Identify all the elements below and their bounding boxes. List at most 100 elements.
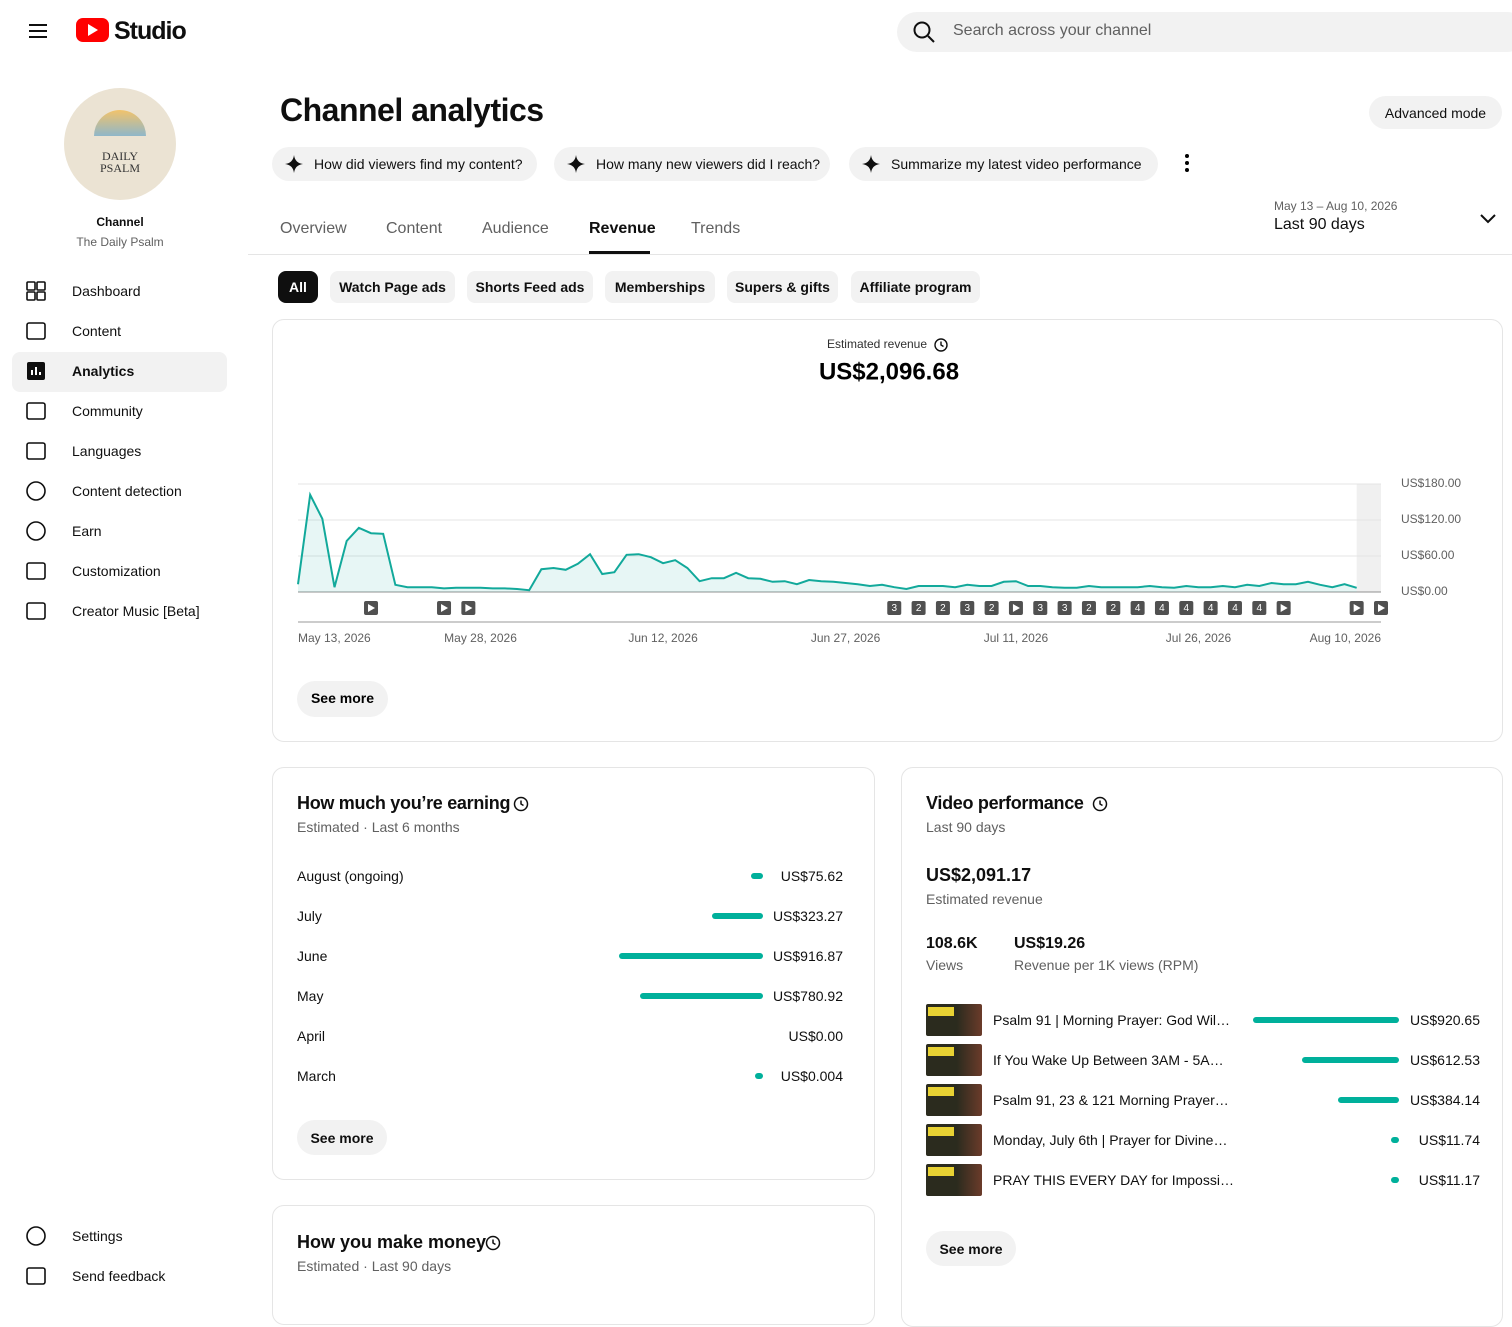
- menu-button[interactable]: [29, 24, 47, 38]
- search-placeholder[interactable]: Search across your channel: [953, 22, 1152, 39]
- tab[interactable]: Overview: [280, 220, 347, 237]
- upload-marker[interactable]: 3: [887, 601, 902, 615]
- suggestion-chip[interactable]: Summarize my latest video performance: [849, 147, 1158, 181]
- marker-box: [935, 601, 950, 615]
- period[interactable]: Last 90 days: [1274, 216, 1365, 233]
- upload-marker[interactable]: [461, 601, 476, 615]
- filter-chip[interactable]: All: [278, 271, 318, 303]
- icon-shape: [862, 155, 880, 173]
- thumbnail[interactable]: [926, 1044, 982, 1076]
- bar: [1301, 1057, 1399, 1063]
- marker-box: [1033, 601, 1048, 615]
- card-title: How you make money: [297, 1232, 487, 1252]
- date-range[interactable]: May 13 – Aug 10, 2026: [1274, 199, 1398, 213]
- video-title[interactable]: Psalm 91 | Morning Prayer: God Wil…: [993, 1012, 1231, 1028]
- thumbnail[interactable]: [926, 1084, 982, 1116]
- nav-item[interactable]: Creator Music [Beta]: [72, 603, 200, 619]
- upload-marker[interactable]: 2: [935, 601, 950, 615]
- thumbnail[interactable]: [926, 1004, 982, 1036]
- upload-marker[interactable]: [1008, 601, 1023, 615]
- upload-marker[interactable]: 2: [984, 601, 999, 615]
- x-tick-label: May 28, 2026: [444, 631, 517, 645]
- icon-shape: [940, 341, 944, 348]
- marker-count: 4: [1208, 603, 1214, 614]
- header-icons: [29, 12, 1512, 52]
- page: Studio Search across your channel DAILY …: [12, 12, 1512, 1327]
- tab[interactable]: Revenue: [589, 220, 656, 237]
- upload-marker[interactable]: [1349, 601, 1364, 615]
- nav-item[interactable]: Analytics: [72, 363, 135, 379]
- search-box[interactable]: [897, 12, 1512, 52]
- upload-marker[interactable]: [364, 601, 379, 615]
- filter-chip[interactable]: Supers & gifts: [727, 271, 838, 303]
- nav-icon: [26, 1226, 46, 1246]
- info-icon[interactable]: [1092, 796, 1108, 812]
- month-label: June: [297, 948, 328, 964]
- video-title[interactable]: PRAY THIS EVERY DAY for Impossi…: [993, 1172, 1234, 1188]
- period-dropdown[interactable]: [1478, 211, 1498, 227]
- upload-marker[interactable]: 3: [960, 601, 975, 615]
- upload-marker[interactable]: 2: [1081, 601, 1096, 615]
- nav-item[interactable]: Customization: [72, 563, 161, 579]
- see-more-button[interactable]: See more: [297, 1120, 387, 1155]
- tab[interactable]: Content: [386, 220, 443, 237]
- tab[interactable]: Trends: [691, 220, 741, 237]
- video-title[interactable]: Psalm 91, 23 & 121 Morning Prayer…: [993, 1092, 1229, 1108]
- upload-marker[interactable]: 4: [1179, 601, 1194, 615]
- upload-marker[interactable]: 4: [1203, 601, 1218, 615]
- filter-chip[interactable]: Watch Page ads: [330, 271, 455, 303]
- nav-item[interactable]: Content detection: [72, 483, 182, 499]
- upload-marker[interactable]: 4: [1130, 601, 1145, 615]
- info-icon[interactable]: [513, 796, 529, 812]
- tab-underline: [589, 251, 650, 254]
- bar: [1338, 1097, 1399, 1103]
- thumbnail[interactable]: [926, 1164, 982, 1196]
- upload-marker[interactable]: [1276, 601, 1291, 615]
- video-title[interactable]: If You Wake Up Between 3AM - 5A…: [993, 1052, 1224, 1068]
- upload-marker[interactable]: 3: [1057, 601, 1072, 615]
- icon-shape: [513, 796, 529, 812]
- filter-chip[interactable]: Shorts Feed ads: [467, 271, 593, 303]
- thumbnail[interactable]: [926, 1124, 982, 1156]
- filter-chip[interactable]: Affiliate program: [851, 271, 980, 303]
- nav-item[interactable]: Languages: [72, 443, 142, 459]
- upload-marker[interactable]: 4: [1227, 601, 1242, 615]
- info-icon[interactable]: [485, 1235, 501, 1251]
- nav-item[interactable]: Community: [72, 403, 143, 419]
- nav-item[interactable]: Content: [72, 323, 122, 339]
- marker-count: 2: [940, 603, 946, 614]
- nav-icon: [26, 481, 46, 501]
- nav-icon: [27, 362, 45, 380]
- info-icon[interactable]: [934, 338, 948, 352]
- suggestion-text: How many new viewers did I reach?: [596, 156, 821, 172]
- nav-item[interactable]: Send feedback: [72, 1268, 166, 1284]
- advanced-mode-button[interactable]: Advanced mode: [1369, 96, 1502, 129]
- month-label: August (ongoing): [297, 868, 404, 884]
- channel-avatar[interactable]: DAILY PSALM: [64, 88, 176, 200]
- video-title[interactable]: Monday, July 6th | Prayer for Divine…: [993, 1132, 1228, 1148]
- marker-box: [1179, 601, 1194, 615]
- upload-marker[interactable]: 3: [1033, 601, 1048, 615]
- nav-item[interactable]: Earn: [72, 523, 102, 539]
- tabs-divider: [248, 254, 1512, 255]
- filter-chip[interactable]: Memberships: [605, 271, 715, 303]
- nav-item[interactable]: Settings: [72, 1228, 123, 1244]
- upload-marker[interactable]: 2: [911, 601, 926, 615]
- upload-marker[interactable]: 4: [1154, 601, 1169, 615]
- upload-marker[interactable]: [437, 601, 452, 615]
- see-more-button[interactable]: See more: [297, 681, 388, 717]
- more-button[interactable]: [1177, 150, 1197, 178]
- bar: [619, 953, 763, 959]
- upload-marker[interactable]: 4: [1252, 601, 1267, 615]
- tab[interactable]: Audience: [482, 220, 549, 237]
- logo-text: Studio: [114, 17, 187, 45]
- upload-marker[interactable]: 2: [1106, 601, 1121, 615]
- value-label: US$780.92: [772, 988, 843, 1004]
- see-more-button[interactable]: See more: [926, 1231, 1016, 1266]
- suggestion-chip[interactable]: How many new viewers did I reach?: [554, 147, 830, 181]
- upload-marker[interactable]: [1374, 601, 1388, 615]
- suggestion-chip[interactable]: How did viewers find my content?: [272, 147, 537, 181]
- icon-shape: [26, 281, 36, 291]
- nav-item[interactable]: Dashboard: [72, 283, 141, 299]
- marker-count: 4: [1135, 603, 1141, 614]
